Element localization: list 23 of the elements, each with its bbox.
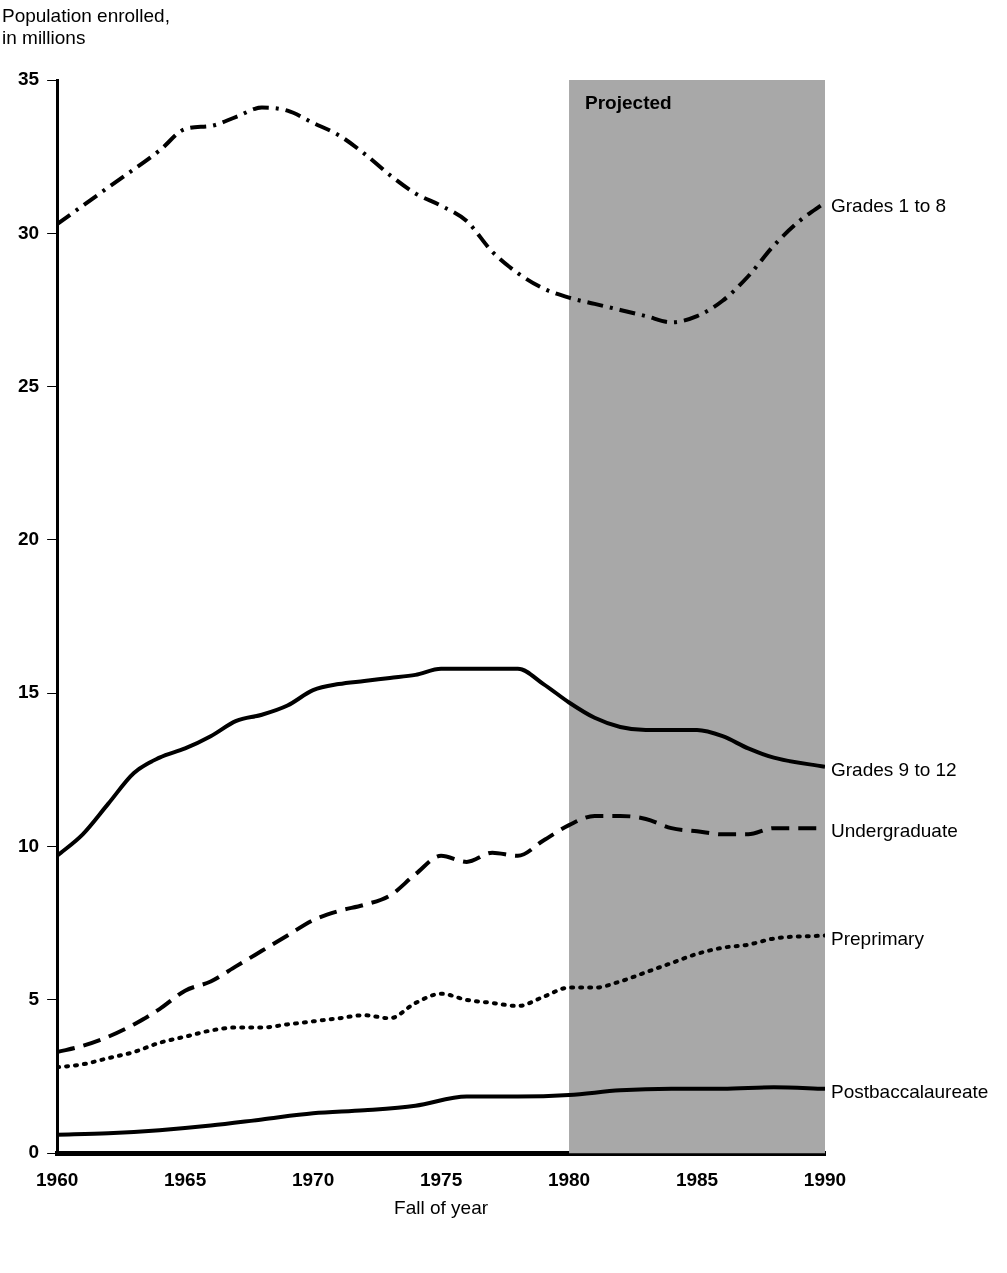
series-label: Postbaccalaureate xyxy=(831,1081,989,1103)
y-tick-label: 20 xyxy=(17,528,40,550)
x-tick-label: 1985 xyxy=(675,1168,719,1190)
y-tick-label: 5 xyxy=(28,988,40,1010)
y-tick-label: 35 xyxy=(17,68,40,90)
y-tick-label: 30 xyxy=(17,221,40,243)
x-tick-label: 1990 xyxy=(803,1168,847,1190)
x-axis-title: Fall of year xyxy=(394,1196,489,1218)
x-tick-label: 1980 xyxy=(547,1168,591,1190)
series-label: Grades 1 to 8 xyxy=(831,194,947,216)
x-tick-label: 1960 xyxy=(35,1168,79,1190)
y-tick-label: 25 xyxy=(17,374,40,396)
x-tick-label: 1975 xyxy=(419,1168,463,1190)
y-axis-title: Population enrolled, in millions xyxy=(2,5,170,48)
x-tick-label: 1970 xyxy=(291,1168,335,1190)
y-tick-label: 10 xyxy=(17,834,40,856)
series-label: Grades 9 to 12 xyxy=(831,759,957,781)
band-label: Projected xyxy=(585,91,672,113)
series-label: Undergraduate xyxy=(831,820,958,842)
y-tick-label: 0 xyxy=(28,1141,40,1163)
y-tick-label: 15 xyxy=(17,681,40,703)
x-tick-label: 1965 xyxy=(163,1168,207,1190)
series-label: Preprimary xyxy=(831,927,925,949)
